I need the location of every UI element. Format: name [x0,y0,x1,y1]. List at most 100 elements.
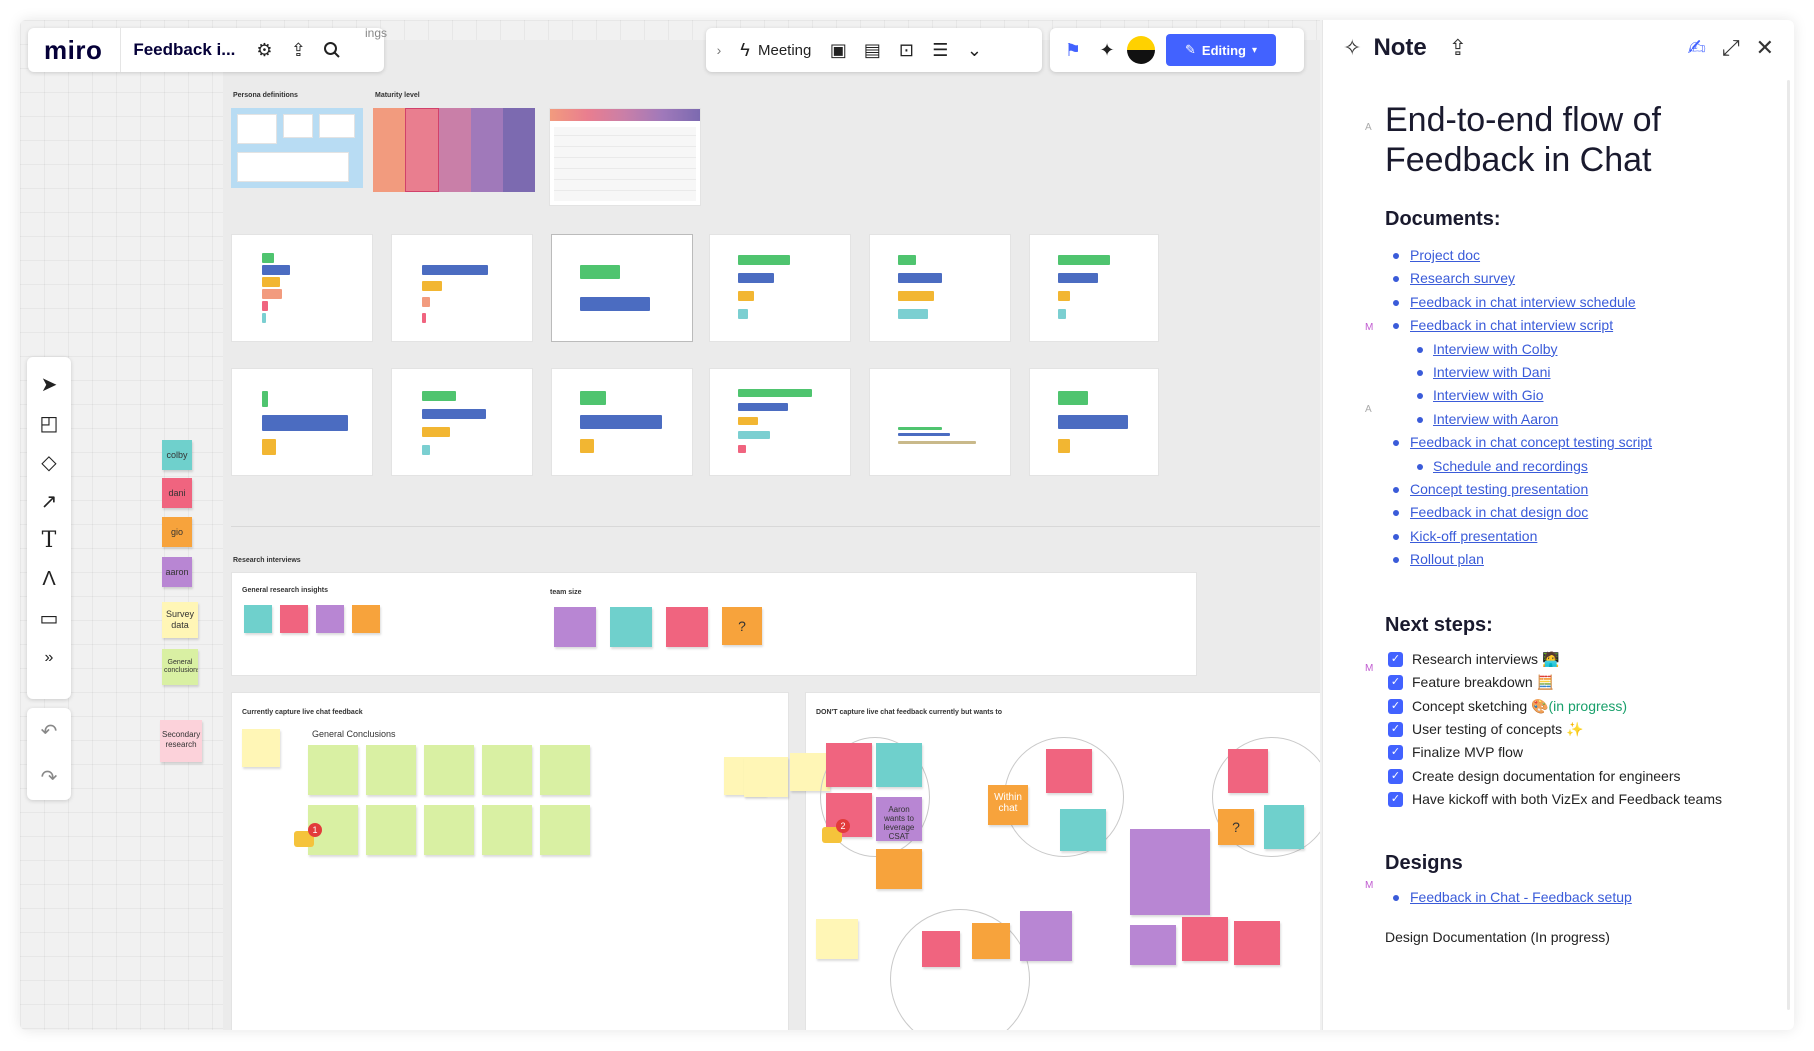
frame-icon[interactable]: ▣ [829,39,847,60]
share-icon[interactable]: ⇪ [290,39,306,60]
sticky-survey-data[interactable]: Survey data [162,602,198,638]
checkbox[interactable]: ✓ [1388,651,1403,667]
dont-capture-frame[interactable]: DON'T capture live chat feedback current… [744,692,1320,1030]
upload-icon[interactable]: ⇪ [1448,35,1468,60]
checklist-item: ✓ Create design documentation for engine… [1385,765,1775,788]
pen-icon[interactable]: Λ [42,568,56,590]
text-icon[interactable]: T [41,528,57,553]
doc-link-concept-testing-script[interactable]: Feedback in chat concept testing script [1385,431,1775,454]
pin-icon[interactable]: ✧ [1343,35,1362,60]
close-icon[interactable]: ✕ [1755,35,1774,60]
checkbox[interactable]: ✓ [1388,792,1403,808]
doc-link-rollout-plan[interactable]: Rollout plan [1385,548,1775,571]
board-canvas[interactable]: Persona definitions Maturity level [20,20,1320,1030]
design-doc-status: Design Documentation (In progress) [1385,928,1610,945]
survey-chart-4[interactable] [709,234,851,342]
doc-link-design-doc[interactable]: Feedback in chat design doc [1385,501,1775,524]
board-content: Persona definitions Maturity level [223,40,1320,1030]
checklist-item: ✓ Have kickoff with both VizEx and Feedb… [1385,788,1775,811]
note-panel-header: ✧ Note ⇪ ✍ ⤢ ✕ [1323,20,1794,76]
frame-label-maturity: Maturity level [375,92,420,99]
checkbox[interactable]: ✓ [1388,768,1403,784]
research-interviews-frame[interactable]: General research insights team size ? [231,572,1197,676]
comment-icon[interactable] [822,827,842,843]
survey-chart-7[interactable] [231,368,373,476]
more-icon[interactable]: » [44,648,54,666]
panel-scrollbar[interactable] [1787,80,1790,1010]
sticky-aaron[interactable]: aaron [162,557,192,587]
author-marker: A [1365,122,1372,133]
notes-icon[interactable]: ☰ [932,39,949,60]
sticky-question[interactable]: ? [722,607,762,645]
presentation-icon[interactable]: ⊡ [898,39,914,60]
survey-chart-10[interactable] [709,368,851,476]
persona-frame[interactable] [231,108,363,188]
checkbox[interactable]: ✓ [1388,675,1403,691]
maturity-frame[interactable] [373,108,535,192]
sticky-secondary-research[interactable]: Secondary research [160,720,202,762]
sticky-within-chat[interactable]: Within chat [988,785,1028,825]
board-name[interactable]: Feedback i... [120,28,247,72]
doc-link-concept-testing-presentation[interactable]: Concept testing presentation [1385,478,1775,501]
doc-link-interview-gio[interactable]: Interview with Gio [1385,384,1775,407]
note-content[interactable]: End-to-end flow of Feedback in Chat Docu… [1385,100,1775,945]
doc-link-research-survey[interactable]: Research survey [1385,267,1775,290]
comment-icon[interactable] [294,831,314,847]
sticky-note-icon[interactable]: ◰ [39,413,59,435]
survey-chart-5[interactable] [869,234,1011,342]
doc-link-interview-script[interactable]: Feedback in chat interview script [1385,314,1775,337]
expand-icon[interactable]: ⤢ [1721,35,1740,60]
party-icon[interactable]: ✦ [1099,39,1115,60]
survey-chart-8[interactable] [391,368,533,476]
doc-link-schedule-recordings[interactable]: Schedule and recordings [1385,455,1775,478]
survey-chart-3[interactable] [551,234,693,342]
editing-button[interactable]: ✎ Editing ▾ [1166,34,1276,66]
checkbox[interactable]: ✓ [1388,721,1403,737]
search-icon[interactable] [315,30,349,70]
currently-capture-frame[interactable]: Currently capture live chat feedback Gen… [231,692,789,1030]
doc-link-interview-colby[interactable]: Interview with Colby [1385,338,1775,361]
sticky-dani[interactable]: dani [162,478,192,508]
survey-chart-12[interactable] [1029,368,1159,476]
survey-chart-11[interactable] [869,368,1011,476]
creation-toolbar: ➤ ◰ ◇ ↗ T Λ ▭ » [27,357,71,699]
comment-icon[interactable]: ▭ [39,608,59,630]
doc-link-interview-dani[interactable]: Interview with Dani [1385,361,1775,384]
design-link-feedback-setup[interactable]: Feedback in Chat - Feedback setup [1385,886,1775,909]
sticky-aaron-csat[interactable]: Aaron wants to leverage CSAT [876,797,922,841]
sticky-colby[interactable]: colby [162,440,192,470]
survey-chart-9[interactable] [551,368,693,476]
miro-logo[interactable]: miro [44,34,103,65]
frame-label-research: Research interviews [233,557,301,564]
doc-link-interview-aaron[interactable]: Interview with Aaron [1385,408,1775,431]
main-menu-bar: miro Feedback i... ⚙ ⇪ [28,28,384,72]
undo-icon[interactable]: ↶ [40,720,58,743]
collaborate-icon[interactable]: ✍ [1687,35,1706,60]
doc-link-project-doc[interactable]: Project doc [1385,244,1775,267]
doc-link-interview-schedule[interactable]: Feedback in chat interview schedule [1385,291,1775,314]
lightning-icon[interactable]: ϟ [740,39,750,60]
checkbox[interactable]: ✓ [1388,745,1403,761]
checklist-item: ✓ User testing of concepts ✨ [1385,718,1775,741]
comment-count-badge: 1 [308,823,322,837]
meeting-button[interactable]: Meeting [758,41,812,59]
shapes-icon[interactable]: ◇ [41,452,57,474]
sticky-general-conclusions[interactable]: General conclusions [162,649,198,685]
settings-icon[interactable]: ⚙ [256,39,273,60]
survey-chart-6[interactable] [1029,234,1159,342]
redo-icon[interactable]: ↷ [40,766,58,789]
survey-chart-2[interactable] [391,234,533,342]
doc-link-kickoff-presentation[interactable]: Kick-off presentation [1385,525,1775,548]
reaction-icon[interactable]: ⚑ [1064,39,1082,60]
pointer-icon[interactable]: ➤ [40,374,58,396]
sticky-gio[interactable]: gio [162,517,192,547]
double-chevron-icon[interactable]: ⌄ [966,39,982,60]
chevron-right-icon[interactable]: › [716,42,722,58]
maturity-table-frame[interactable] [549,108,701,206]
checkbox[interactable]: ✓ [1388,698,1403,714]
survey-chart-1[interactable] [231,234,373,342]
calendar-icon[interactable]: ▤ [863,39,881,60]
avatar[interactable] [1124,30,1158,70]
documents-heading: Documents: [1385,208,1501,230]
arrow-icon[interactable]: ↗ [40,491,58,513]
